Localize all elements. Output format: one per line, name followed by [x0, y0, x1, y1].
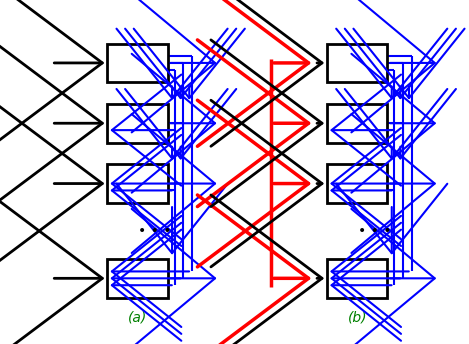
- Bar: [327, 104, 387, 143]
- Text: (b): (b): [348, 311, 367, 325]
- Bar: [327, 164, 387, 203]
- Bar: [107, 44, 168, 82]
- Bar: [107, 164, 168, 203]
- Bar: [107, 104, 168, 143]
- Bar: [327, 44, 387, 82]
- Bar: [327, 259, 387, 298]
- Text: (a): (a): [128, 311, 147, 325]
- Text: • • •: • • •: [358, 224, 391, 238]
- Text: • • •: • • •: [138, 224, 172, 238]
- Bar: [107, 259, 168, 298]
